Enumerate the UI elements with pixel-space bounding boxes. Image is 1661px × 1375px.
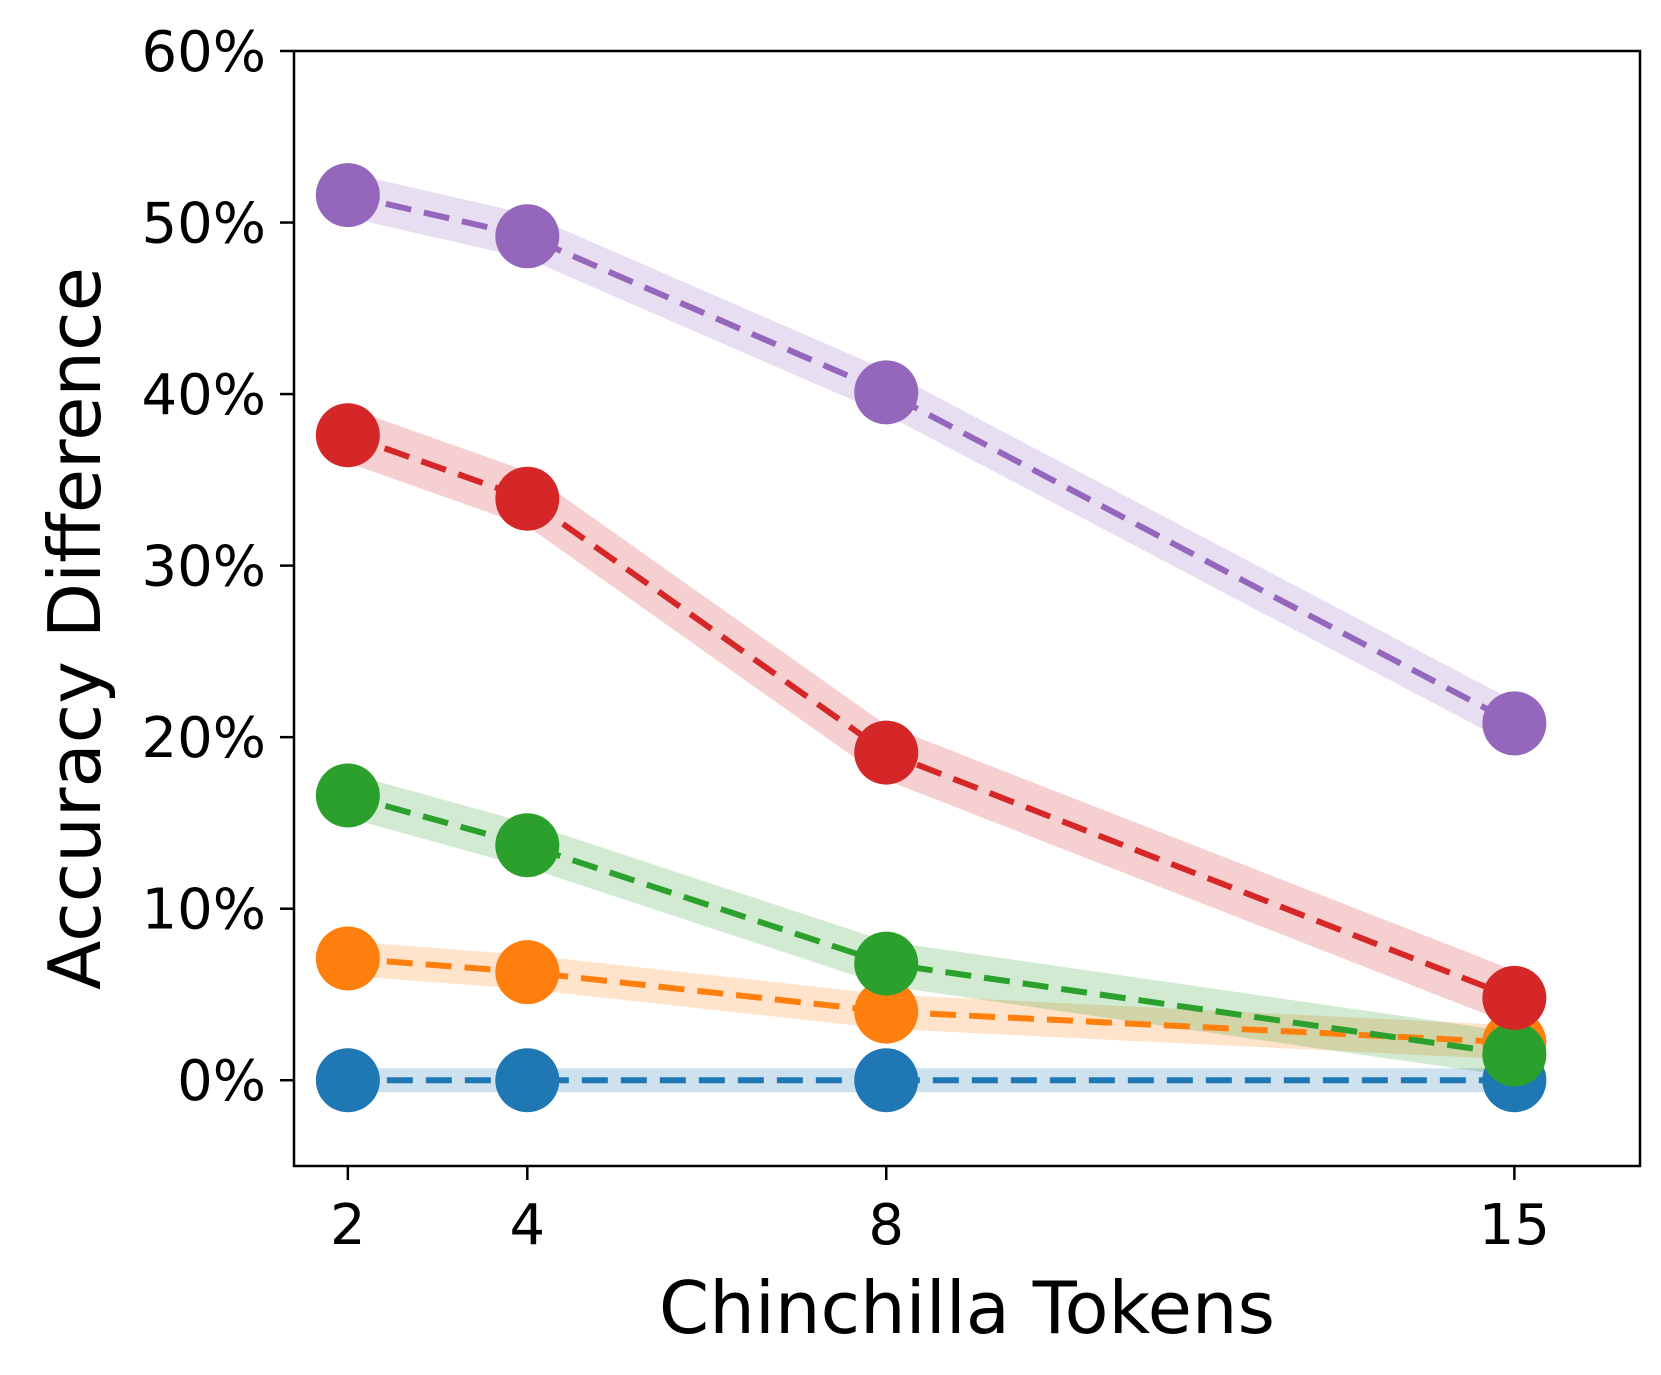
series-5-line (347, 192, 1516, 727)
x-tick-label-4: 15 (1479, 1193, 1550, 1258)
series-2-point-3 (854, 979, 919, 1044)
y-tick-label-3: 20% (142, 706, 266, 771)
series-lines (346, 192, 1516, 1084)
plot-area-frame (292, 49, 1642, 1168)
series-4-point-4 (1482, 965, 1547, 1030)
series-2-line (347, 955, 1515, 1046)
series-5-point-2 (495, 204, 560, 269)
series-5-band (347, 172, 1515, 746)
series-5-point-3 (854, 360, 919, 425)
series-3-point-2 (495, 813, 560, 878)
y-tick-label-6: 50% (142, 192, 266, 257)
series-1-point-2 (495, 1048, 560, 1113)
x-axis-title: Chinchilla Tokens (659, 1266, 1275, 1350)
series-4-band (347, 407, 1515, 1026)
x-axis-ticks: 2 4 8 15 (330, 1166, 1550, 1258)
y-axis-ticks: 0% 10% 20% 30% 40% 50% 60% (142, 20, 294, 1114)
x-tick-label-2: 4 (509, 1193, 545, 1258)
y-tick-label-2: 10% (142, 878, 266, 943)
series-2-point-2 (495, 940, 560, 1005)
series-3-line (347, 792, 1515, 1058)
series-4-point-3 (854, 720, 919, 785)
series-4-line (346, 432, 1516, 1001)
series-4-point-1 (315, 403, 380, 468)
series-5-point-1 (315, 163, 380, 228)
series-points (315, 163, 1547, 1113)
series-1-point-3 (854, 1048, 919, 1113)
y-tick-label-1: 0% (177, 1049, 266, 1114)
y-tick-label-7: 60% (142, 20, 266, 85)
y-axis-title: Accuracy Difference (33, 267, 117, 990)
series-4-point-2 (495, 466, 560, 531)
series-3-band (347, 773, 1515, 1077)
x-tick-label-3: 8 (868, 1193, 904, 1258)
series-2-point-1 (315, 926, 380, 991)
series-3-point-1 (315, 763, 380, 828)
series-3-point-3 (854, 931, 919, 996)
y-tick-label-5: 40% (142, 363, 266, 428)
series-3-point-4 (1482, 1022, 1547, 1087)
series-1-band (347, 1068, 1515, 1093)
series-1-point-1 (315, 1048, 380, 1113)
x-tick-label-1: 2 (330, 1193, 366, 1258)
series-5-point-4 (1482, 691, 1547, 756)
y-tick-label-4: 30% (142, 535, 266, 600)
